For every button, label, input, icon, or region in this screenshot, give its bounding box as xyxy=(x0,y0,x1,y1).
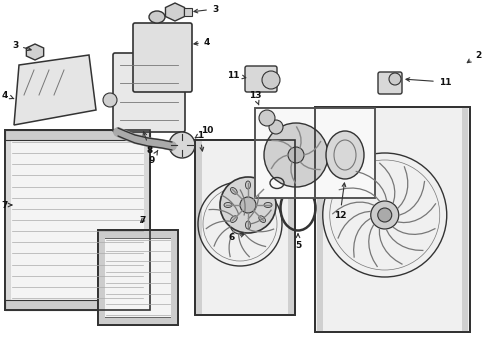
Bar xyxy=(255,108,375,198)
Text: 3: 3 xyxy=(194,5,218,14)
Bar xyxy=(315,107,470,332)
Ellipse shape xyxy=(259,216,266,222)
Circle shape xyxy=(230,214,250,234)
Bar xyxy=(315,107,470,332)
Bar xyxy=(315,107,470,332)
Text: 9: 9 xyxy=(149,150,158,165)
Text: 1: 1 xyxy=(197,131,204,151)
Text: 2: 2 xyxy=(467,50,481,63)
Ellipse shape xyxy=(103,93,117,107)
Ellipse shape xyxy=(264,202,272,207)
Bar xyxy=(195,140,295,315)
Circle shape xyxy=(169,132,195,158)
Ellipse shape xyxy=(224,202,232,207)
Bar xyxy=(5,130,150,140)
Text: 7: 7 xyxy=(140,216,146,225)
Polygon shape xyxy=(26,44,44,60)
FancyBboxPatch shape xyxy=(378,72,402,94)
Text: 4: 4 xyxy=(194,37,210,46)
Bar xyxy=(288,140,294,315)
Text: 10: 10 xyxy=(195,126,213,138)
Bar xyxy=(98,230,178,325)
Bar xyxy=(98,230,178,325)
Bar xyxy=(171,230,178,325)
Polygon shape xyxy=(14,55,96,125)
Bar xyxy=(98,230,105,325)
Text: 8: 8 xyxy=(143,132,153,154)
Text: 13: 13 xyxy=(249,90,261,105)
Bar xyxy=(5,130,150,310)
Bar xyxy=(317,107,323,332)
Ellipse shape xyxy=(230,188,237,194)
Text: 11: 11 xyxy=(227,71,246,80)
Bar xyxy=(5,300,150,310)
Polygon shape xyxy=(166,3,185,21)
Ellipse shape xyxy=(149,11,165,23)
Bar xyxy=(98,230,178,325)
Bar xyxy=(98,230,178,238)
Circle shape xyxy=(378,208,392,222)
Circle shape xyxy=(269,120,283,134)
Ellipse shape xyxy=(245,221,250,229)
Ellipse shape xyxy=(245,181,250,189)
Circle shape xyxy=(264,123,328,187)
Text: 11: 11 xyxy=(406,77,451,86)
Bar xyxy=(195,140,295,315)
Bar xyxy=(5,130,11,310)
Ellipse shape xyxy=(326,131,364,179)
FancyBboxPatch shape xyxy=(113,53,185,132)
Circle shape xyxy=(288,147,304,163)
FancyBboxPatch shape xyxy=(245,66,277,92)
Circle shape xyxy=(240,197,256,213)
Circle shape xyxy=(259,110,275,126)
Circle shape xyxy=(220,177,276,233)
Bar xyxy=(98,317,178,325)
Text: 7: 7 xyxy=(2,201,12,210)
Circle shape xyxy=(389,73,401,85)
Bar xyxy=(255,108,375,198)
Text: 4: 4 xyxy=(2,90,14,99)
Text: 6: 6 xyxy=(229,234,244,243)
Bar xyxy=(5,130,150,310)
Text: 12: 12 xyxy=(334,183,346,220)
Text: 3: 3 xyxy=(12,41,31,50)
Bar xyxy=(196,140,202,315)
Text: 5: 5 xyxy=(295,234,301,249)
Circle shape xyxy=(371,201,399,229)
Bar xyxy=(462,107,468,332)
Bar xyxy=(184,8,192,16)
Circle shape xyxy=(235,219,245,229)
Ellipse shape xyxy=(230,216,237,222)
Bar xyxy=(144,130,150,310)
Bar xyxy=(195,140,295,315)
Bar xyxy=(5,130,150,310)
FancyBboxPatch shape xyxy=(133,23,192,92)
Circle shape xyxy=(262,71,280,89)
Ellipse shape xyxy=(259,188,266,194)
